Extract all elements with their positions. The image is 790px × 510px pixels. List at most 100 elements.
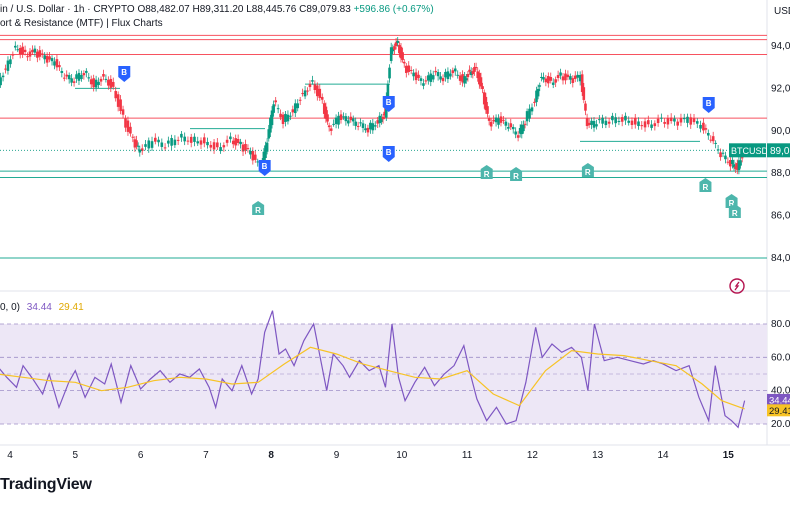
candle-body[interactable]	[566, 74, 570, 78]
candle-body[interactable]	[689, 117, 693, 125]
candle-body[interactable]	[376, 120, 380, 124]
candle-body[interactable]	[92, 78, 95, 88]
candle-body[interactable]	[55, 59, 59, 68]
candle-body[interactable]	[45, 55, 49, 63]
candle-body[interactable]	[231, 140, 235, 145]
candle-body[interactable]	[407, 65, 411, 72]
retest-marker[interactable]	[581, 163, 594, 177]
alert-icon[interactable]	[729, 278, 745, 294]
candle-body[interactable]	[624, 115, 627, 121]
candle-body[interactable]	[249, 150, 252, 155]
candle-body[interactable]	[189, 136, 193, 143]
candle-body[interactable]	[398, 44, 401, 54]
candle-body[interactable]	[308, 84, 312, 88]
candle-body[interactable]	[394, 42, 398, 47]
candle-body[interactable]	[1, 75, 5, 78]
candle-body[interactable]	[342, 116, 345, 118]
candle-body[interactable]	[611, 115, 614, 121]
candle-body[interactable]	[324, 106, 328, 119]
candle-body[interactable]	[306, 90, 309, 92]
candle-body[interactable]	[520, 124, 524, 135]
breakout-marker[interactable]	[702, 97, 715, 113]
candle-body[interactable]	[666, 118, 670, 125]
candle-body[interactable]	[682, 117, 686, 120]
candle-body[interactable]	[724, 155, 727, 160]
candle-body[interactable]	[556, 75, 560, 78]
candle-body[interactable]	[82, 73, 86, 76]
candle-body[interactable]	[70, 78, 73, 83]
candle-body[interactable]	[476, 71, 480, 79]
candle-body[interactable]	[274, 100, 277, 103]
candle-body[interactable]	[225, 139, 229, 143]
candle-body[interactable]	[402, 61, 406, 64]
candle-body[interactable]	[663, 121, 666, 124]
candle-body[interactable]	[359, 122, 362, 124]
candle-body[interactable]	[344, 116, 348, 122]
candle-body[interactable]	[62, 77, 66, 79]
candle-body[interactable]	[296, 103, 300, 109]
breakout-marker[interactable]	[382, 96, 395, 112]
retest-marker[interactable]	[699, 178, 712, 192]
candle-body[interactable]	[150, 141, 154, 148]
candle-body[interactable]	[627, 120, 631, 123]
candle-body[interactable]	[396, 40, 400, 43]
candle-body[interactable]	[121, 109, 125, 115]
candle-body[interactable]	[604, 120, 608, 126]
candle-body[interactable]	[381, 116, 385, 120]
candle-body[interactable]	[388, 67, 391, 79]
candle-body[interactable]	[601, 117, 604, 124]
candle-body[interactable]	[202, 137, 206, 144]
candle-body[interactable]	[281, 114, 285, 125]
candle-body[interactable]	[219, 147, 222, 152]
candle-body[interactable]	[236, 138, 240, 143]
candle-body[interactable]	[489, 121, 493, 127]
candle-body[interactable]	[695, 121, 699, 124]
candle-body[interactable]	[607, 121, 611, 124]
candle-body[interactable]	[356, 125, 360, 127]
indicator-legend[interactable]: ort & Resistance (MTF) | Flux Charts	[0, 18, 163, 29]
candle-body[interactable]	[77, 72, 81, 81]
candle-body[interactable]	[176, 139, 180, 141]
candle-body[interactable]	[518, 128, 522, 134]
candle-body[interactable]	[193, 136, 196, 142]
candle-body[interactable]	[18, 47, 22, 55]
candle-body[interactable]	[469, 71, 473, 76]
candle-body[interactable]	[643, 121, 647, 128]
candle-body[interactable]	[549, 77, 553, 81]
breakout-marker[interactable]	[118, 66, 131, 82]
candle-body[interactable]	[373, 125, 377, 127]
candle-body[interactable]	[334, 117, 338, 125]
candle-body[interactable]	[484, 96, 488, 111]
candle-body[interactable]	[135, 140, 138, 147]
candle-body[interactable]	[286, 114, 290, 122]
candle-body[interactable]	[564, 73, 567, 81]
candle-body[interactable]	[326, 114, 329, 122]
candle-body[interactable]	[679, 118, 683, 123]
candle-body[interactable]	[212, 142, 216, 150]
candle-body[interactable]	[444, 71, 447, 78]
candle-body[interactable]	[540, 76, 543, 78]
candle-body[interactable]	[453, 68, 457, 72]
candle-body[interactable]	[559, 72, 562, 76]
candle-body[interactable]	[614, 117, 617, 124]
candle-body[interactable]	[157, 139, 160, 143]
candle-body[interactable]	[399, 46, 403, 59]
candle-body[interactable]	[327, 125, 331, 128]
candle-body[interactable]	[349, 116, 353, 121]
candle-body[interactable]	[431, 75, 435, 80]
candle-body[interactable]	[209, 144, 213, 148]
candle-body[interactable]	[464, 78, 468, 81]
candle-body[interactable]	[67, 75, 71, 80]
candle-body[interactable]	[170, 138, 173, 146]
candle-body[interactable]	[429, 73, 433, 82]
candle-body[interactable]	[173, 139, 177, 146]
candle-body[interactable]	[111, 81, 115, 87]
candle-body[interactable]	[239, 141, 242, 145]
candle-body[interactable]	[116, 94, 120, 107]
candle-body[interactable]	[740, 157, 744, 159]
candle-body[interactable]	[28, 51, 32, 57]
candle-body[interactable]	[538, 85, 542, 87]
candle-body[interactable]	[516, 135, 520, 138]
candle-body[interactable]	[686, 116, 689, 123]
candle-body[interactable]	[707, 132, 710, 136]
